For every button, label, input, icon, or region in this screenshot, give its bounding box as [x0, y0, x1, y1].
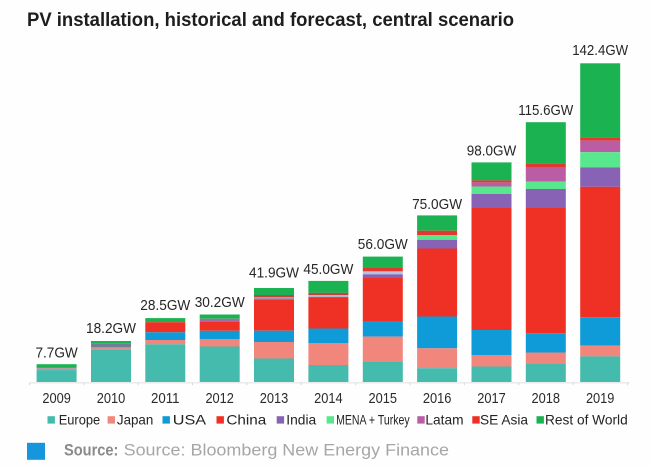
svg-text:45.0GW: 45.0GW: [303, 262, 353, 278]
svg-text:Japan: Japan: [117, 411, 153, 427]
svg-text:India: India: [286, 411, 316, 427]
svg-text:USA: USA: [173, 411, 207, 427]
svg-text:41.9GW: 41.9GW: [249, 266, 299, 282]
svg-text:Latam: Latam: [425, 411, 463, 427]
svg-text:2009: 2009: [42, 391, 71, 407]
svg-text:Source:: Source:: [64, 442, 118, 460]
svg-text:Source: Bloomberg New Energy F: Source: Bloomberg New Energy Finance: [124, 442, 449, 460]
svg-text:2014: 2014: [314, 391, 343, 407]
svg-text:MENA + Turkey: MENA + Turkey: [336, 411, 410, 427]
svg-text:Europe: Europe: [59, 411, 101, 427]
svg-text:2018: 2018: [532, 391, 561, 407]
svg-text:2016: 2016: [423, 391, 452, 407]
svg-text:2010: 2010: [97, 391, 126, 407]
svg-text:PV installation, historical an: PV installation, historical and forecast…: [27, 10, 514, 31]
svg-text:2012: 2012: [205, 391, 234, 407]
svg-text:2013: 2013: [260, 391, 289, 407]
svg-text:7.7GW: 7.7GW: [35, 346, 78, 362]
svg-text:2011: 2011: [151, 391, 180, 407]
svg-text:98.0GW: 98.0GW: [467, 143, 517, 159]
svg-text:28.5GW: 28.5GW: [140, 298, 190, 314]
svg-text:Rest of World: Rest of World: [545, 411, 628, 427]
svg-text:115.6GW: 115.6GW: [518, 103, 573, 119]
svg-text:China: China: [226, 411, 266, 427]
svg-text:75.0GW: 75.0GW: [412, 197, 462, 213]
svg-text:56.0GW: 56.0GW: [358, 237, 408, 253]
svg-text:142.4GW: 142.4GW: [572, 43, 628, 59]
svg-text:2015: 2015: [369, 391, 398, 407]
svg-text:18.2GW: 18.2GW: [86, 321, 136, 337]
svg-text:2019: 2019: [586, 391, 615, 407]
svg-text:SE Asia: SE Asia: [480, 411, 528, 427]
svg-text:30.2GW: 30.2GW: [195, 295, 245, 311]
svg-text:2017: 2017: [477, 391, 506, 407]
